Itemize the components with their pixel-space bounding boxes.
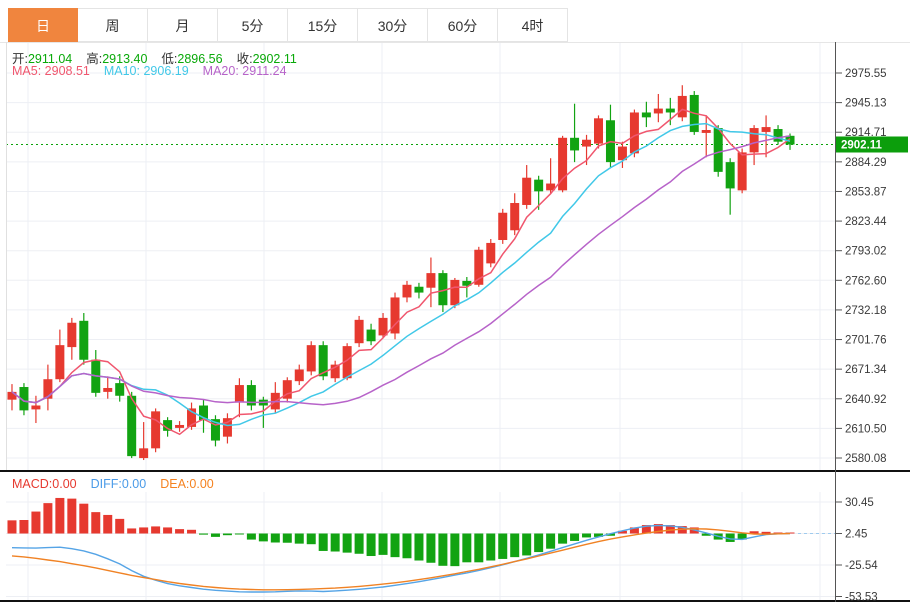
tab-30min[interactable]: 30分 bbox=[358, 8, 428, 42]
candles bbox=[7, 85, 795, 461]
svg-text:-53.53: -53.53 bbox=[845, 592, 878, 604]
price-grid bbox=[6, 42, 835, 470]
macd-chart-pane[interactable] bbox=[6, 492, 835, 600]
panel-divider bbox=[0, 470, 910, 472]
ohlc-legend: 开:2911.04 高:2913.40 低:2896.56 收:2902.11 bbox=[12, 48, 311, 67]
ohlc-high: 高:2913.40 bbox=[86, 52, 148, 66]
tab-5min[interactable]: 5分 bbox=[218, 8, 288, 42]
tab-4hour[interactable]: 4时 bbox=[498, 8, 568, 42]
svg-text:2975.55: 2975.55 bbox=[845, 68, 887, 80]
diff-line bbox=[11, 524, 791, 593]
tab-month[interactable]: 月 bbox=[148, 8, 218, 42]
svg-text:2914.71: 2914.71 bbox=[845, 127, 887, 139]
macd-grid bbox=[6, 492, 835, 600]
svg-text:2853.87: 2853.87 bbox=[845, 186, 887, 198]
svg-text:2701.76: 2701.76 bbox=[845, 335, 887, 347]
svg-text:2945.13: 2945.13 bbox=[845, 98, 887, 110]
ohlc-open: 开:2911.04 bbox=[12, 52, 73, 66]
svg-text:2823.44: 2823.44 bbox=[845, 216, 887, 228]
macd-histogram bbox=[7, 497, 795, 567]
ohlc-close: 收:2902.11 bbox=[236, 52, 297, 66]
macd-legend: MACD:0.00 DIFF:0.00 DEA:0.00 bbox=[12, 477, 228, 491]
ma-legend: MA5: 2908.51 MA10: 2906.19 MA20: 2911.24 bbox=[12, 64, 301, 78]
ohlc-low: 低:2896.56 bbox=[161, 52, 223, 66]
tab-week[interactable]: 周 bbox=[78, 8, 148, 42]
ma10-line bbox=[11, 122, 791, 427]
dea-value: DEA:0.00 bbox=[160, 477, 214, 491]
svg-text:2640.92: 2640.92 bbox=[845, 394, 887, 406]
dea-line bbox=[11, 528, 791, 591]
tab-60min[interactable]: 60分 bbox=[428, 8, 498, 42]
tab-day[interactable]: 日 bbox=[8, 8, 78, 42]
timeframe-tabbar: 日 周 月 5分 15分 30分 60分 4时 bbox=[8, 8, 568, 42]
price-axis: 2975.55 2945.13 2914.71 2884.29 2853.87 2823.… bbox=[835, 68, 887, 465]
svg-text:2.45: 2.45 bbox=[845, 529, 867, 541]
diff-value: DIFF:0.00 bbox=[90, 477, 147, 491]
macd-value: MACD:0.00 bbox=[12, 477, 77, 491]
tab-15min[interactable]: 15分 bbox=[288, 8, 358, 42]
svg-text:2793.02: 2793.02 bbox=[845, 246, 887, 258]
ma5-legend: MA5: 2908.51 bbox=[12, 64, 90, 78]
ma5-line bbox=[11, 108, 791, 436]
bottom-border bbox=[0, 600, 910, 602]
svg-text:2580.08: 2580.08 bbox=[845, 453, 887, 465]
svg-text:2610.50: 2610.50 bbox=[845, 423, 887, 435]
svg-text:2902.11: 2902.11 bbox=[841, 139, 883, 151]
ma20-legend: MA20: 2911.24 bbox=[202, 64, 287, 78]
price-chart-pane[interactable] bbox=[6, 42, 835, 470]
macd-axis: 30.45 2.45 -25.54 -53.53 bbox=[835, 497, 878, 604]
svg-text:2671.34: 2671.34 bbox=[845, 364, 887, 376]
ma10-legend: MA10: 2906.19 bbox=[103, 64, 189, 78]
svg-text:30.45: 30.45 bbox=[845, 497, 874, 509]
price-tag: 2902.11 bbox=[836, 136, 908, 153]
svg-text:2762.60: 2762.60 bbox=[845, 275, 887, 287]
svg-text:2884.29: 2884.29 bbox=[845, 157, 887, 169]
svg-text:-25.54: -25.54 bbox=[845, 560, 878, 572]
ma20-line bbox=[11, 135, 791, 406]
svg-text:2732.18: 2732.18 bbox=[845, 305, 887, 317]
